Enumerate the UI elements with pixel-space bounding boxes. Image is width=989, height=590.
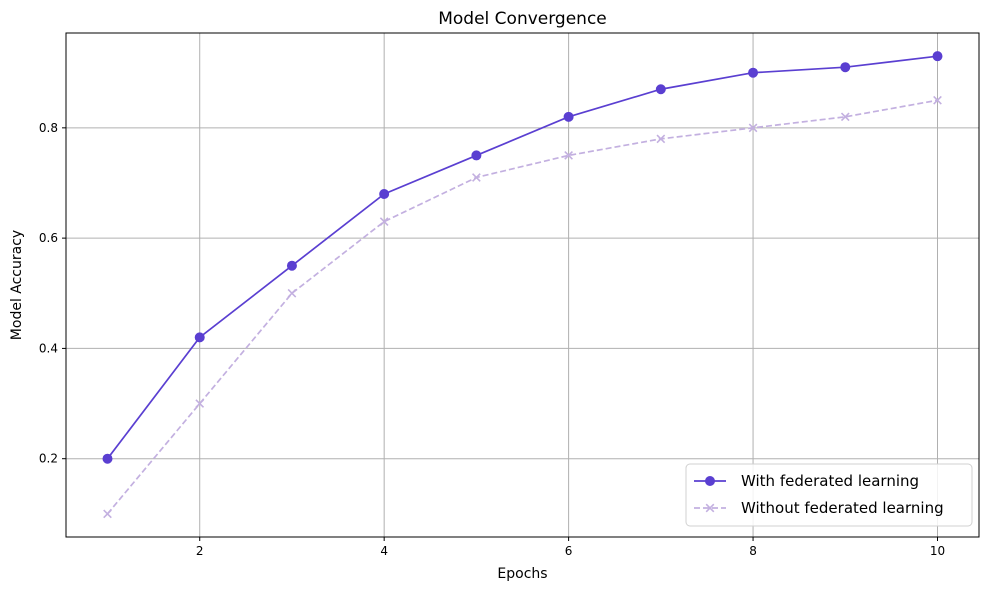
- data-point: [705, 476, 715, 486]
- data-point: [840, 112, 850, 122]
- data-point: [103, 509, 112, 519]
- plot-frame: [65, 32, 980, 538]
- data-point: [195, 399, 205, 408]
- data-point: [471, 150, 482, 161]
- data-point: [194, 332, 205, 343]
- data-point: [748, 123, 758, 133]
- data-point: [840, 62, 851, 73]
- data-point: [705, 503, 715, 513]
- x-tick-label: 4: [380, 544, 388, 558]
- chart-title: Model Convergence: [438, 9, 607, 29]
- series-line: [106, 99, 938, 515]
- legend: With federated learning Without federated…: [685, 463, 973, 527]
- series-layer: [102, 51, 943, 519]
- x-tick-label: 6: [565, 544, 573, 558]
- legend-label: With federated learning: [741, 472, 919, 490]
- data-point: [932, 51, 943, 62]
- data-point: [287, 288, 297, 298]
- series-1: [102, 51, 943, 464]
- y-tick-label: 0.2: [39, 452, 58, 466]
- data-point: [102, 453, 113, 464]
- data-point: [379, 189, 390, 200]
- data-point: [748, 67, 759, 78]
- series-2: [103, 95, 942, 519]
- legend-box: [685, 463, 973, 527]
- legend-entry: With federated learning: [694, 472, 919, 490]
- series-line: [106, 55, 938, 460]
- data-point: [564, 151, 573, 160]
- x-axis-ticks: 2 4 6 8 10: [196, 537, 945, 558]
- y-axis-ticks: 0.2 0.4 0.6 0.8: [39, 121, 66, 466]
- data-point: [655, 84, 666, 95]
- legend-entry: Without federated learning: [694, 499, 944, 517]
- x-tick-label: 10: [930, 544, 945, 558]
- y-tick-label: 0.6: [39, 231, 58, 245]
- y-tick-label: 0.4: [39, 341, 58, 355]
- data-point: [933, 95, 942, 105]
- data-point: [286, 260, 297, 271]
- data-point: [563, 111, 574, 122]
- legend-label: Without federated learning: [741, 499, 944, 517]
- data-point: [656, 134, 666, 144]
- y-axis-label: Model Accuracy: [9, 230, 25, 340]
- x-tick-label: 8: [749, 544, 757, 558]
- data-point: [379, 217, 389, 226]
- x-axis-label: Epochs: [497, 566, 547, 582]
- x-tick-label: 2: [196, 544, 204, 558]
- y-tick-label: 0.8: [39, 121, 58, 135]
- data-point: [472, 173, 481, 182]
